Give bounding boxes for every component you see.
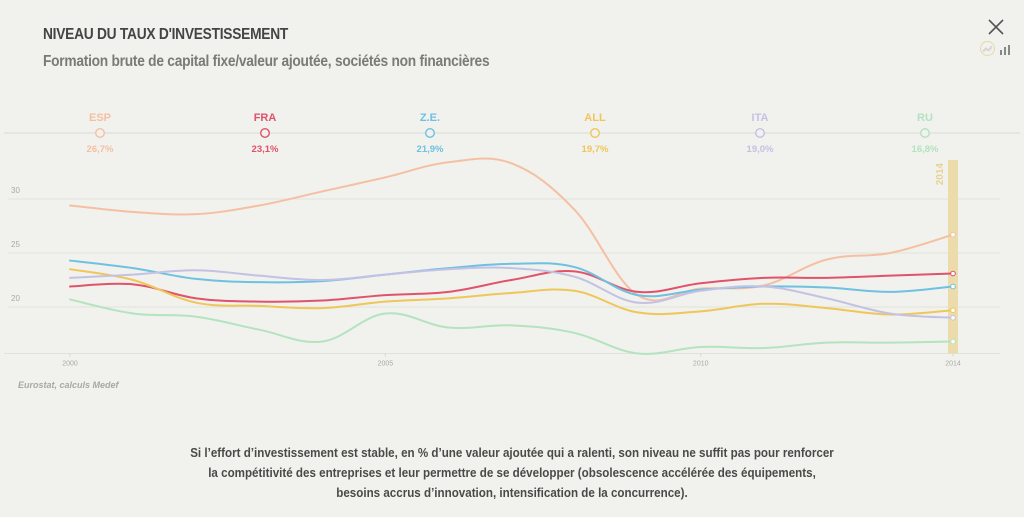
caption-line: besoins accrus d’innovation, intensifica… — [336, 485, 688, 500]
series-line-ita — [69, 266, 954, 319]
legend-marker[interactable] — [260, 127, 271, 138]
y-tick-label: 25 — [11, 240, 20, 249]
year-highlight-bar — [948, 160, 958, 354]
highlight-year-label: 2014 — [935, 163, 946, 186]
series-line-ru — [69, 298, 954, 355]
legend-series-value: 19,7% — [582, 144, 609, 155]
legend-marker[interactable] — [425, 127, 436, 138]
legend-series-name[interactable]: RU — [917, 112, 933, 124]
legend-series-value: 21,9% — [417, 144, 444, 155]
legend-marker[interactable] — [920, 127, 931, 138]
close-button[interactable] — [986, 17, 1006, 37]
bar-view-toggle[interactable] — [999, 42, 1013, 55]
caption: Si l’effort d’investissement est stable,… — [120, 443, 904, 503]
x-tick-label: 2000 — [62, 360, 78, 367]
x-tick-label: 2010 — [693, 360, 709, 367]
legend-marker[interactable] — [755, 127, 766, 138]
series-end-point — [950, 307, 956, 314]
legend-series-name[interactable]: ITA — [752, 112, 769, 124]
series-end-point — [950, 338, 956, 345]
y-tick-label: 20 — [11, 294, 20, 303]
legend-marker[interactable] — [590, 127, 601, 138]
caption-line: la compétitivité des entreprises et leur… — [208, 465, 816, 480]
series-end-point — [950, 270, 956, 277]
legend-series-value: 23,1% — [252, 144, 279, 155]
legend-series-value: 26,7% — [87, 144, 114, 155]
series-end-point — [950, 315, 956, 321]
chart-title: NIVEAU DU TAUX D'INVESTISSEMENT — [43, 26, 289, 43]
close-icon — [988, 19, 1004, 35]
legend-series-name[interactable]: ALL — [584, 112, 606, 124]
legend-marker[interactable] — [94, 127, 105, 138]
x-tick-label: 2014 — [945, 360, 961, 367]
series-end-point — [950, 231, 956, 238]
legend-series-name[interactable]: FRA — [254, 112, 277, 124]
chart-subtitle: Formation brute de capital fixe/valeur a… — [43, 53, 490, 70]
legend-series-name[interactable]: Z.E. — [420, 112, 440, 124]
series-line-ze — [69, 259, 954, 298]
legend-series-value: 16,8% — [912, 144, 939, 155]
caption-line: Si l’effort d’investissement est stable,… — [190, 445, 834, 460]
x-tick-label: 2005 — [378, 360, 394, 367]
legend-series-name[interactable]: ESP — [89, 112, 111, 124]
bar-chart-icon — [1000, 45, 1010, 55]
line-chart-icon — [982, 45, 993, 53]
series-line-all — [69, 268, 954, 316]
legend-series-value: 19,0% — [747, 144, 774, 155]
line-view-toggle[interactable] — [980, 41, 995, 56]
y-tick-label: 30 — [11, 186, 20, 195]
series-line-fra — [69, 269, 954, 303]
line-chart: 20 25 30 2000 2005 2010 2014 2014 ESP 26,7% FRA 23,… — [4, 112, 1020, 367]
series-end-point — [950, 283, 956, 290]
source-note: Eurostat, calculs Medef — [18, 380, 119, 390]
series-line-esp — [69, 157, 954, 302]
